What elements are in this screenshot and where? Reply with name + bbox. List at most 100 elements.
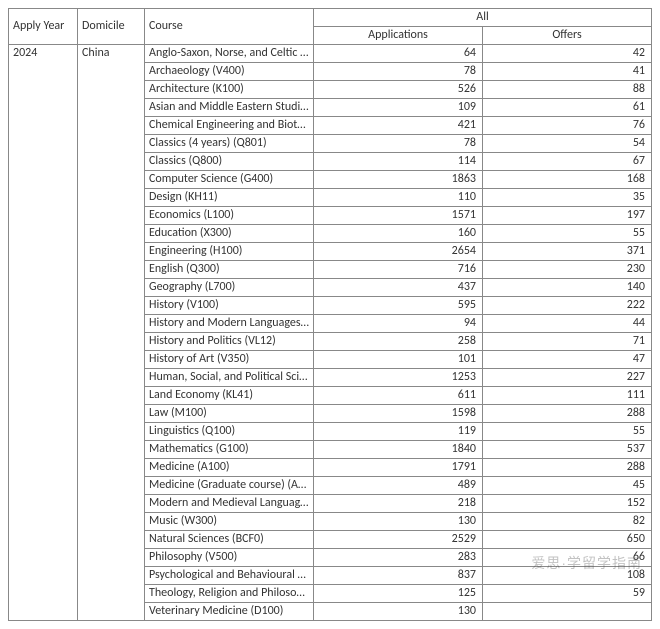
cell-applications: 114 [314,153,483,171]
cell-offers: 111 [483,387,652,405]
col-group-all: All [314,9,652,27]
cell-applications: 101 [314,351,483,369]
cell-offers: 168 [483,171,652,189]
cell-course: Philosophy (V500) [145,549,314,567]
cell-offers: 45 [483,477,652,495]
cell-offers: 54 [483,135,652,153]
cell-offers: 371 [483,243,652,261]
cell-applications: 1840 [314,441,483,459]
cell-offers: 66 [483,549,652,567]
cell-applications: 125 [314,585,483,603]
cell-offers: 55 [483,225,652,243]
cell-apply-year: 2024 [9,45,78,621]
cell-offers: 197 [483,207,652,225]
cell-offers: 108 [483,567,652,585]
cell-course: Modern and Medieval Languages (R800) [145,495,314,513]
cell-offers: 41 [483,63,652,81]
table-header: Apply Year Domicile Course All Applicati… [9,9,652,45]
cell-applications: 110 [314,189,483,207]
cell-applications: 1791 [314,459,483,477]
cell-applications: 611 [314,387,483,405]
cell-applications: 716 [314,261,483,279]
cell-course: Asian and Middle Eastern Studies (TT46) [145,99,314,117]
cell-course: History and Politics (VL12) [145,333,314,351]
cell-offers: 47 [483,351,652,369]
cell-offers: 35 [483,189,652,207]
cell-course: History (V100) [145,297,314,315]
cell-course: Land Economy (KL41) [145,387,314,405]
data-table: Apply Year Domicile Course All Applicati… [8,8,652,621]
cell-course: Mathematics (G100) [145,441,314,459]
cell-course: Anglo-Saxon, Norse, and Celtic (QQ59) [145,45,314,63]
cell-applications: 94 [314,315,483,333]
cell-offers: 55 [483,423,652,441]
cell-course: Chemical Engineering and Biotechnology (… [145,117,314,135]
cell-offers: 288 [483,405,652,423]
cell-offers [483,603,652,621]
cell-applications: 78 [314,135,483,153]
cell-applications: 1598 [314,405,483,423]
cell-applications: 119 [314,423,483,441]
cell-applications: 218 [314,495,483,513]
col-offers: Offers [483,27,652,45]
cell-course: Design (KH11) [145,189,314,207]
cell-course: Computer Science (G400) [145,171,314,189]
cell-course: History and Modern Languages (VR18) [145,315,314,333]
cell-applications: 109 [314,99,483,117]
cell-course: Archaeology (V400) [145,63,314,81]
cell-offers: 537 [483,441,652,459]
cell-course: Linguistics (Q100) [145,423,314,441]
cell-offers: 59 [483,585,652,603]
cell-offers: 288 [483,459,652,477]
cell-applications: 130 [314,603,483,621]
cell-applications: 595 [314,297,483,315]
cell-offers: 227 [483,369,652,387]
cell-offers: 88 [483,81,652,99]
cell-applications: 130 [314,513,483,531]
col-course: Course [145,9,314,45]
cell-applications: 258 [314,333,483,351]
cell-course: Education (X300) [145,225,314,243]
cell-course: Theology, Religion and Philosophy of Rel… [145,585,314,603]
cell-course: Law (M100) [145,405,314,423]
col-domicile: Domicile [78,9,145,45]
cell-applications: 1863 [314,171,483,189]
cell-offers: 61 [483,99,652,117]
cell-course: Psychological and Behavioural Sciences (… [145,567,314,585]
cell-applications: 437 [314,279,483,297]
cell-offers: 82 [483,513,652,531]
cell-offers: 76 [483,117,652,135]
cell-applications: 1571 [314,207,483,225]
cell-offers: 71 [483,333,652,351]
table-row: 2024ChinaAnglo-Saxon, Norse, and Celtic … [9,45,652,63]
cell-course: English (Q300) [145,261,314,279]
table-body: 2024ChinaAnglo-Saxon, Norse, and Celtic … [9,45,652,621]
cell-course: Classics (4 years) (Q801) [145,135,314,153]
cell-course: Architecture (K100) [145,81,314,99]
cell-course: Veterinary Medicine (D100) [145,603,314,621]
cell-offers: 67 [483,153,652,171]
cell-offers: 42 [483,45,652,63]
cell-applications: 1253 [314,369,483,387]
cell-applications: 489 [314,477,483,495]
cell-applications: 2529 [314,531,483,549]
cell-offers: 152 [483,495,652,513]
cell-applications: 64 [314,45,483,63]
cell-applications: 160 [314,225,483,243]
cell-applications: 2654 [314,243,483,261]
cell-offers: 140 [483,279,652,297]
cell-course: Music (W300) [145,513,314,531]
cell-domicile: China [78,45,145,621]
cell-applications: 421 [314,117,483,135]
cell-course: Engineering (H100) [145,243,314,261]
cell-course: Economics (L100) [145,207,314,225]
cell-course: Medicine (Graduate course) (A101) [145,477,314,495]
cell-offers: 650 [483,531,652,549]
cell-course: Geography (L700) [145,279,314,297]
cell-offers: 44 [483,315,652,333]
cell-course: Human, Social, and Political Sciences (L… [145,369,314,387]
cell-offers: 222 [483,297,652,315]
col-applications: Applications [314,27,483,45]
cell-applications: 526 [314,81,483,99]
cell-offers: 230 [483,261,652,279]
